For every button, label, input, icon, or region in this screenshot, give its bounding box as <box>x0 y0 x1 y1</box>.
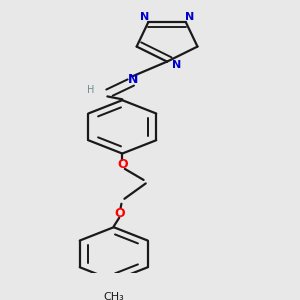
Text: O: O <box>115 207 125 220</box>
Text: N: N <box>185 12 194 22</box>
Text: O: O <box>117 158 128 171</box>
Text: CH₃: CH₃ <box>103 292 124 300</box>
Text: N: N <box>140 12 149 22</box>
Text: N: N <box>172 60 181 70</box>
Text: H: H <box>87 85 95 95</box>
Text: N: N <box>128 73 138 85</box>
